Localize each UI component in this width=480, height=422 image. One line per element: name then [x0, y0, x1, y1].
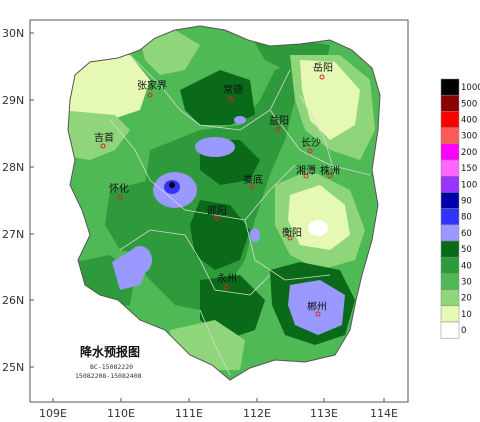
lat-label: 25N	[2, 361, 24, 374]
city-yiyang: 益阳	[269, 114, 289, 132]
city-loudi: 娄底	[243, 173, 263, 190]
svg-text:郴州: 郴州	[307, 300, 327, 313]
svg-text:吉首: 吉首	[94, 131, 114, 144]
legend-swatch	[440, 321, 460, 339]
svg-text:株洲: 株洲	[320, 164, 340, 177]
legend-swatch	[440, 78, 460, 96]
lat-label: 29N	[2, 94, 24, 107]
legend-swatch	[440, 111, 460, 128]
legend-label: 400	[461, 116, 477, 126]
city-changde: 常德	[223, 83, 243, 102]
svg-text:常德: 常德	[223, 83, 243, 96]
legend-label: 200	[461, 148, 477, 158]
city-huaihua: 怀化	[109, 182, 129, 200]
svg-text:湘潭: 湘潭	[296, 164, 316, 177]
svg-text:邵阳: 邵阳	[207, 205, 227, 217]
legend-swatch	[440, 208, 460, 226]
legend-label: 500	[461, 99, 477, 109]
svg-text:娄底: 娄底	[243, 173, 263, 186]
city-yongzhou: 永州	[217, 272, 237, 290]
latitude-axis: 30N 29N 28N 27N 26N 25N	[2, 27, 34, 374]
legend-label: 90	[461, 197, 472, 207]
map-code: BC-15082220	[90, 363, 133, 371]
legend-label: 150	[461, 164, 477, 174]
svg-text:长沙: 长沙	[301, 137, 321, 149]
city-yueyang: 岳阳	[313, 62, 333, 80]
city-zhuzhou: 株洲	[320, 164, 340, 179]
lat-label: 27N	[2, 228, 24, 241]
legend-label: 1000	[461, 83, 480, 93]
lon-label: 110E	[107, 407, 135, 420]
legend-label: 50	[461, 245, 472, 255]
map-title: 降水预报图	[80, 344, 140, 359]
legend-label: 40	[461, 261, 472, 271]
city-changsha: 长沙	[301, 137, 321, 154]
legend-swatch	[440, 256, 460, 274]
legend-swatch	[440, 240, 460, 258]
lon-label: 113E	[310, 407, 338, 420]
lon-label: 109E	[39, 407, 67, 420]
forecast-period: 15082208-15082408	[75, 372, 142, 380]
svg-text:张家界: 张家界	[137, 79, 167, 92]
lat-label: 26N	[2, 294, 24, 307]
legend-swatch	[440, 192, 460, 209]
longitude-axis: 109E 110E 111E 112E 113E 114E	[39, 398, 398, 420]
legend-label: 80	[461, 213, 472, 223]
prefecture-boundaries	[109, 54, 371, 376]
legend-label: 10	[461, 310, 472, 320]
legend-swatch	[440, 273, 460, 290]
lat-label: 30N	[2, 27, 24, 40]
legend-swatch	[440, 143, 460, 161]
legend-label: 300	[461, 132, 477, 142]
legend-swatch	[440, 94, 460, 112]
legend-label: 60	[461, 229, 472, 239]
legend-label: 100	[461, 180, 477, 190]
legend-label: 20	[461, 294, 472, 304]
lon-label: 114E	[370, 407, 398, 420]
city-chenzhou: 郴州	[307, 300, 327, 317]
legend-label: 30	[461, 278, 472, 288]
svg-text:怀化: 怀化	[109, 182, 129, 195]
province-border	[67, 25, 381, 381]
legend-swatch	[440, 305, 460, 323]
city-jishou: 吉首	[94, 131, 114, 149]
legend-swatch	[440, 224, 460, 242]
lon-label: 111E	[175, 407, 203, 420]
lon-label: 112E	[243, 407, 271, 420]
city-shaoyang: 邵阳	[207, 205, 227, 221]
svg-text:岳阳: 岳阳	[313, 62, 333, 74]
legend-swatch	[440, 289, 460, 307]
city-xiangtan: 湘潭	[296, 164, 316, 179]
svg-text:益阳: 益阳	[269, 114, 289, 127]
map-frame	[29, 19, 409, 403]
legend-label: 0	[461, 326, 466, 336]
svg-text:永州: 永州	[217, 272, 237, 285]
legend-swatch	[440, 127, 460, 145]
city-hengyang: 衡阳	[282, 227, 302, 241]
city-zhangjiajie: 张家界	[137, 79, 167, 98]
svg-text:衡阳: 衡阳	[282, 227, 302, 239]
lat-label: 28N	[2, 161, 24, 174]
legend-swatch	[440, 175, 460, 193]
legend-swatch	[440, 159, 460, 177]
city-markers: 岳阳 张家界 常德 益阳 吉首 长沙 湘潭 株洲 娄底 怀化 邵阳 衡阳 永州 …	[94, 62, 340, 317]
